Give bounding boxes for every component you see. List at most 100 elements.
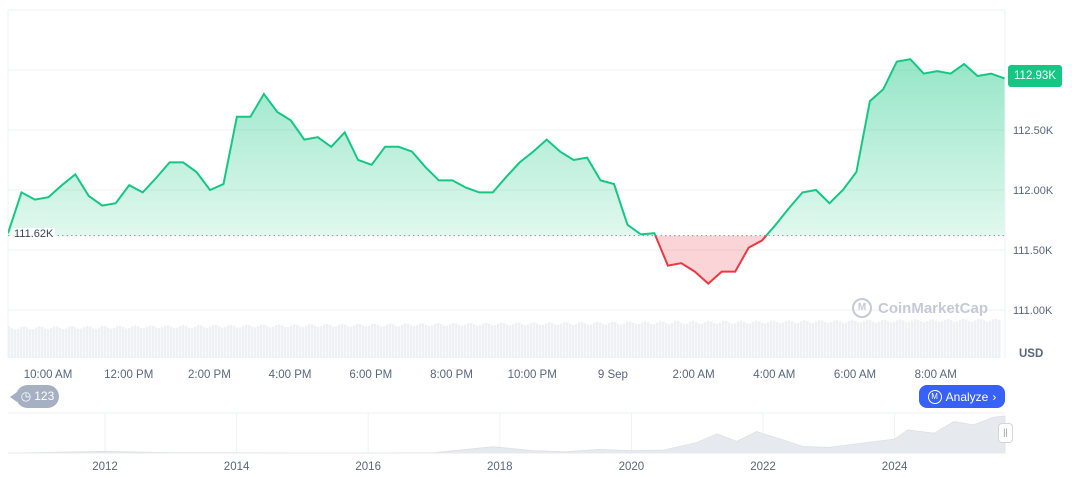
volume-bar <box>869 320 872 358</box>
volume-bar <box>602 324 605 358</box>
volume-bar <box>692 321 695 358</box>
volume-bar <box>716 323 719 358</box>
volume-bar <box>374 323 377 358</box>
volume-bar <box>590 324 593 358</box>
volume-bar <box>653 324 656 358</box>
volume-bar <box>821 320 824 358</box>
x-tick-label: 12:00 PM <box>104 369 153 381</box>
volume-bar <box>827 322 830 358</box>
volume-bar <box>47 329 50 358</box>
volume-bar <box>920 321 923 358</box>
volume-bar <box>557 325 560 358</box>
volume-bar <box>866 319 869 358</box>
volume-bar <box>83 326 86 358</box>
volume-bar <box>539 325 542 358</box>
volume-bar <box>860 322 863 358</box>
volume-bar <box>581 321 584 358</box>
volume-bar <box>962 318 965 358</box>
volume-bar <box>293 324 296 358</box>
volume-bar <box>299 326 302 358</box>
volume-bar <box>509 325 512 358</box>
volume-bar <box>803 320 806 358</box>
volume-bar <box>206 327 209 358</box>
volume-bar <box>260 324 263 358</box>
volume-bar <box>167 325 170 358</box>
volume-bar <box>452 322 455 358</box>
volume-bar <box>422 323 425 358</box>
volume-bar <box>521 324 524 358</box>
volume-bar <box>938 321 941 358</box>
volume-bar <box>302 327 305 358</box>
volume-bar <box>356 323 359 358</box>
volume-bar <box>998 319 1001 358</box>
volume-bar <box>113 327 116 358</box>
volume-bar <box>209 326 212 358</box>
volume-bar <box>413 326 416 358</box>
volume-bar <box>140 327 143 358</box>
volume-bar <box>92 328 95 358</box>
volume-bar <box>419 323 422 358</box>
volume-bar <box>245 324 248 358</box>
volume-bar <box>344 324 347 358</box>
volume-bar <box>824 321 827 358</box>
volume-bar <box>878 321 881 358</box>
coinmarketcap-logo-icon: M <box>852 298 872 318</box>
volume-bar <box>149 325 152 358</box>
volume-bar <box>275 325 278 358</box>
volume-bar <box>944 319 947 358</box>
volume-bar <box>389 323 392 358</box>
x-tick-label: 8:00 PM <box>430 369 473 381</box>
volume-bar <box>752 321 755 358</box>
x-tick-label: 2:00 AM <box>672 369 714 381</box>
volume-bar <box>872 321 875 358</box>
volume-bar <box>404 323 407 358</box>
volume-bar <box>362 325 365 358</box>
navigator-drag-handle[interactable]: || <box>998 423 1013 443</box>
volume-bar <box>995 318 998 358</box>
volume-bar <box>143 328 146 358</box>
volume-bar <box>815 321 818 358</box>
x-tick-label: 2:00 PM <box>188 369 231 381</box>
volume-bar <box>17 328 20 358</box>
volume-bar <box>974 320 977 358</box>
volume-bar <box>440 324 443 358</box>
y-tick-label: 112.50K <box>1013 125 1054 137</box>
volume-bar <box>542 324 545 358</box>
volume-bar <box>263 324 266 358</box>
volume-bar <box>551 322 554 358</box>
price-line-up <box>8 58 1005 236</box>
history-clock-icon: ◷ <box>20 389 32 403</box>
volume-bar <box>347 326 350 358</box>
volume-bar <box>359 324 362 358</box>
volume-bar <box>782 322 785 358</box>
volume-bar <box>128 328 131 358</box>
volume-bar <box>125 328 128 358</box>
volume-bar <box>548 322 551 358</box>
volume-bar <box>320 326 323 358</box>
volume-bar <box>632 323 635 358</box>
volume-bar <box>410 325 413 358</box>
volume-bar <box>770 320 773 358</box>
analyze-button[interactable]: M Analyze › <box>919 385 1005 408</box>
volume-bar <box>857 322 860 358</box>
volume-bar <box>794 323 797 358</box>
volume-bar <box>800 321 803 358</box>
volume-bar <box>818 320 821 358</box>
volume-bar <box>986 321 989 358</box>
volume-bar <box>482 323 485 358</box>
volume-bar <box>560 323 563 358</box>
volume-bar <box>776 322 779 358</box>
x-tick-label: 9 Sep <box>598 369 628 381</box>
volume-bar <box>257 326 260 358</box>
volume-bar <box>977 318 980 358</box>
volume-bar <box>470 323 473 358</box>
volume-bar <box>563 322 566 358</box>
history-button[interactable]: ◷ 123 <box>10 385 59 408</box>
volume-bar <box>251 326 254 358</box>
volume-bar <box>254 327 257 358</box>
volume-bar <box>914 319 917 358</box>
navigator-year-label: 2014 <box>224 461 250 473</box>
volume-bar <box>131 326 134 358</box>
volume-bar <box>887 321 890 358</box>
